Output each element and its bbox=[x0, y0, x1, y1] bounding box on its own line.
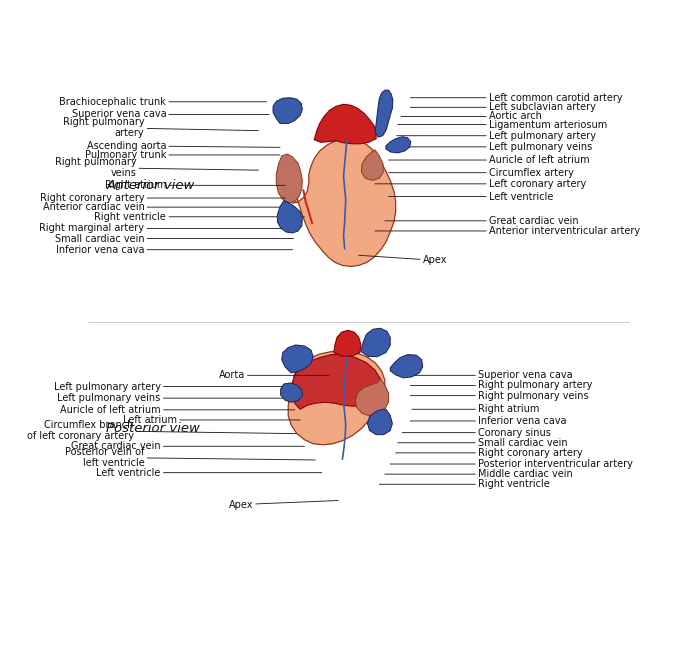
Text: Posterior view: Posterior view bbox=[106, 422, 200, 435]
Text: Left pulmonary veins: Left pulmonary veins bbox=[400, 142, 592, 152]
Text: Right atrium: Right atrium bbox=[105, 180, 286, 190]
Text: Anterior cardiac vein: Anterior cardiac vein bbox=[43, 202, 294, 212]
Polygon shape bbox=[334, 330, 361, 356]
Text: Small cardiac vein: Small cardiac vein bbox=[398, 438, 568, 447]
Text: Right pulmonary veins: Right pulmonary veins bbox=[410, 391, 589, 401]
Polygon shape bbox=[281, 383, 302, 402]
Polygon shape bbox=[293, 355, 382, 409]
Text: Right pulmonary artery: Right pulmonary artery bbox=[410, 380, 592, 390]
Text: Apex: Apex bbox=[358, 255, 447, 265]
Polygon shape bbox=[273, 97, 302, 124]
Text: Auricle of left atrium: Auricle of left atrium bbox=[389, 155, 589, 165]
Polygon shape bbox=[277, 201, 302, 233]
Text: Right pulmonary
veins: Right pulmonary veins bbox=[55, 157, 258, 178]
Text: Superior vena cava: Superior vena cava bbox=[401, 370, 573, 380]
Text: Middle cardiac vein: Middle cardiac vein bbox=[385, 469, 573, 479]
Polygon shape bbox=[288, 351, 385, 445]
Text: Right coronary artery: Right coronary artery bbox=[40, 193, 286, 203]
Text: Brachiocephalic trunk: Brachiocephalic trunk bbox=[60, 97, 267, 107]
Text: Left atrium: Left atrium bbox=[123, 415, 300, 425]
Text: Coronary sinus: Coronary sinus bbox=[402, 428, 551, 438]
Text: Ligamentum arteriosum: Ligamentum arteriosum bbox=[398, 120, 607, 130]
Text: Left coronary artery: Left coronary artery bbox=[375, 179, 586, 189]
Text: Posterior vein of
left ventricle: Posterior vein of left ventricle bbox=[65, 447, 315, 468]
Text: Left subclavian artery: Left subclavian artery bbox=[410, 103, 596, 113]
Text: Small cardiac vein: Small cardiac vein bbox=[55, 234, 294, 243]
Text: Left ventricle: Left ventricle bbox=[389, 191, 553, 201]
Text: Left ventricle: Left ventricle bbox=[97, 468, 322, 478]
Text: Inferior vena cava: Inferior vena cava bbox=[410, 416, 566, 426]
Polygon shape bbox=[356, 379, 389, 416]
Text: Apex: Apex bbox=[228, 499, 338, 509]
Polygon shape bbox=[390, 355, 423, 378]
Polygon shape bbox=[281, 345, 313, 373]
Text: Circumflex artery: Circumflex artery bbox=[389, 168, 574, 178]
Text: Aortic arch: Aortic arch bbox=[401, 111, 542, 122]
Polygon shape bbox=[283, 139, 395, 266]
Polygon shape bbox=[276, 154, 302, 203]
Text: Ascending aorta: Ascending aorta bbox=[87, 141, 280, 151]
Text: Superior vena cava: Superior vena cava bbox=[71, 109, 270, 119]
Text: Right marginal artery: Right marginal artery bbox=[39, 224, 295, 234]
Polygon shape bbox=[368, 409, 393, 435]
Text: Right ventricle: Right ventricle bbox=[379, 479, 550, 490]
Text: Right coronary artery: Right coronary artery bbox=[395, 448, 582, 458]
Polygon shape bbox=[314, 105, 376, 144]
Text: Great cardiac vein: Great cardiac vein bbox=[71, 442, 304, 451]
Text: Great cardiac vein: Great cardiac vein bbox=[385, 216, 579, 226]
Polygon shape bbox=[386, 137, 411, 153]
Text: Inferior vena cava: Inferior vena cava bbox=[56, 245, 293, 255]
Text: Left common carotid artery: Left common carotid artery bbox=[410, 93, 622, 103]
Text: Circumflex branch
of left coronary artery: Circumflex branch of left coronary arter… bbox=[27, 420, 296, 442]
Text: Auricle of left atrium: Auricle of left atrium bbox=[60, 405, 295, 415]
Text: Anterior view: Anterior view bbox=[106, 179, 195, 192]
Text: Right ventricle: Right ventricle bbox=[94, 212, 304, 222]
Text: Left pulmonary artery: Left pulmonary artery bbox=[397, 131, 596, 141]
Text: Anterior interventricular artery: Anterior interventricular artery bbox=[375, 226, 640, 236]
Text: Pulmonary trunk: Pulmonary trunk bbox=[85, 150, 280, 160]
Polygon shape bbox=[361, 150, 383, 180]
Polygon shape bbox=[361, 328, 390, 357]
Text: Right atrium: Right atrium bbox=[412, 404, 540, 415]
Polygon shape bbox=[375, 90, 393, 138]
Text: Left pulmonary artery: Left pulmonary artery bbox=[54, 382, 293, 392]
Text: Posterior interventricular artery: Posterior interventricular artery bbox=[390, 459, 633, 469]
Text: Right pulmonary
artery: Right pulmonary artery bbox=[63, 117, 258, 138]
Text: Aorta: Aorta bbox=[218, 370, 329, 380]
Text: Left pulmonary veins: Left pulmonary veins bbox=[57, 393, 291, 403]
